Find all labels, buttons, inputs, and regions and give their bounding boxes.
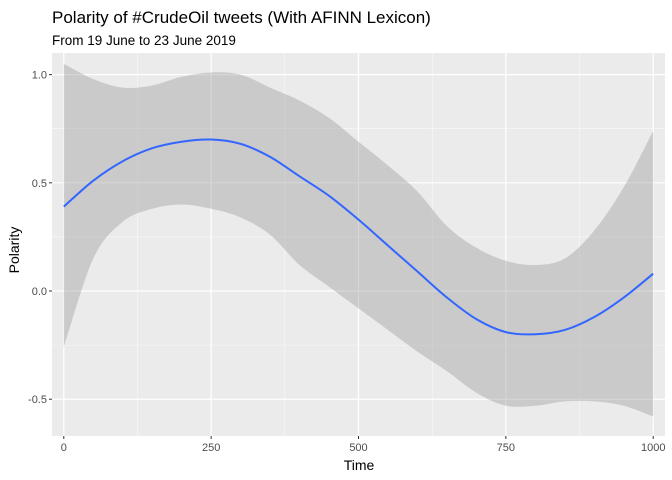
x-axis-title: Time <box>344 457 375 473</box>
y-axis-title: Polarity <box>6 227 22 274</box>
y-tick-label: 0.0 <box>32 286 47 298</box>
y-tick-label: 0.5 <box>32 178 47 190</box>
x-tick-label: 1000 <box>641 442 665 454</box>
y-axis: -0.5 0.0 0.5 1.0 <box>28 70 52 406</box>
x-tick-label: 750 <box>497 442 515 454</box>
y-tick-label: 1.0 <box>32 70 47 82</box>
chart-subtitle: From 19 June to 23 June 2019 <box>52 33 236 48</box>
grid-major <box>52 53 665 436</box>
x-tick-label: 500 <box>349 442 367 454</box>
chart-title: Polarity of #CrudeOil tweets (With AFINN… <box>52 8 431 27</box>
smooth-line <box>63 138 654 336</box>
x-tick-label: 0 <box>61 442 67 454</box>
x-axis: 0 250 500 750 1000 <box>61 436 665 454</box>
confidence-band <box>63 63 654 417</box>
x-tick-label: 250 <box>202 442 220 454</box>
y-tick-label: -0.5 <box>28 394 47 406</box>
